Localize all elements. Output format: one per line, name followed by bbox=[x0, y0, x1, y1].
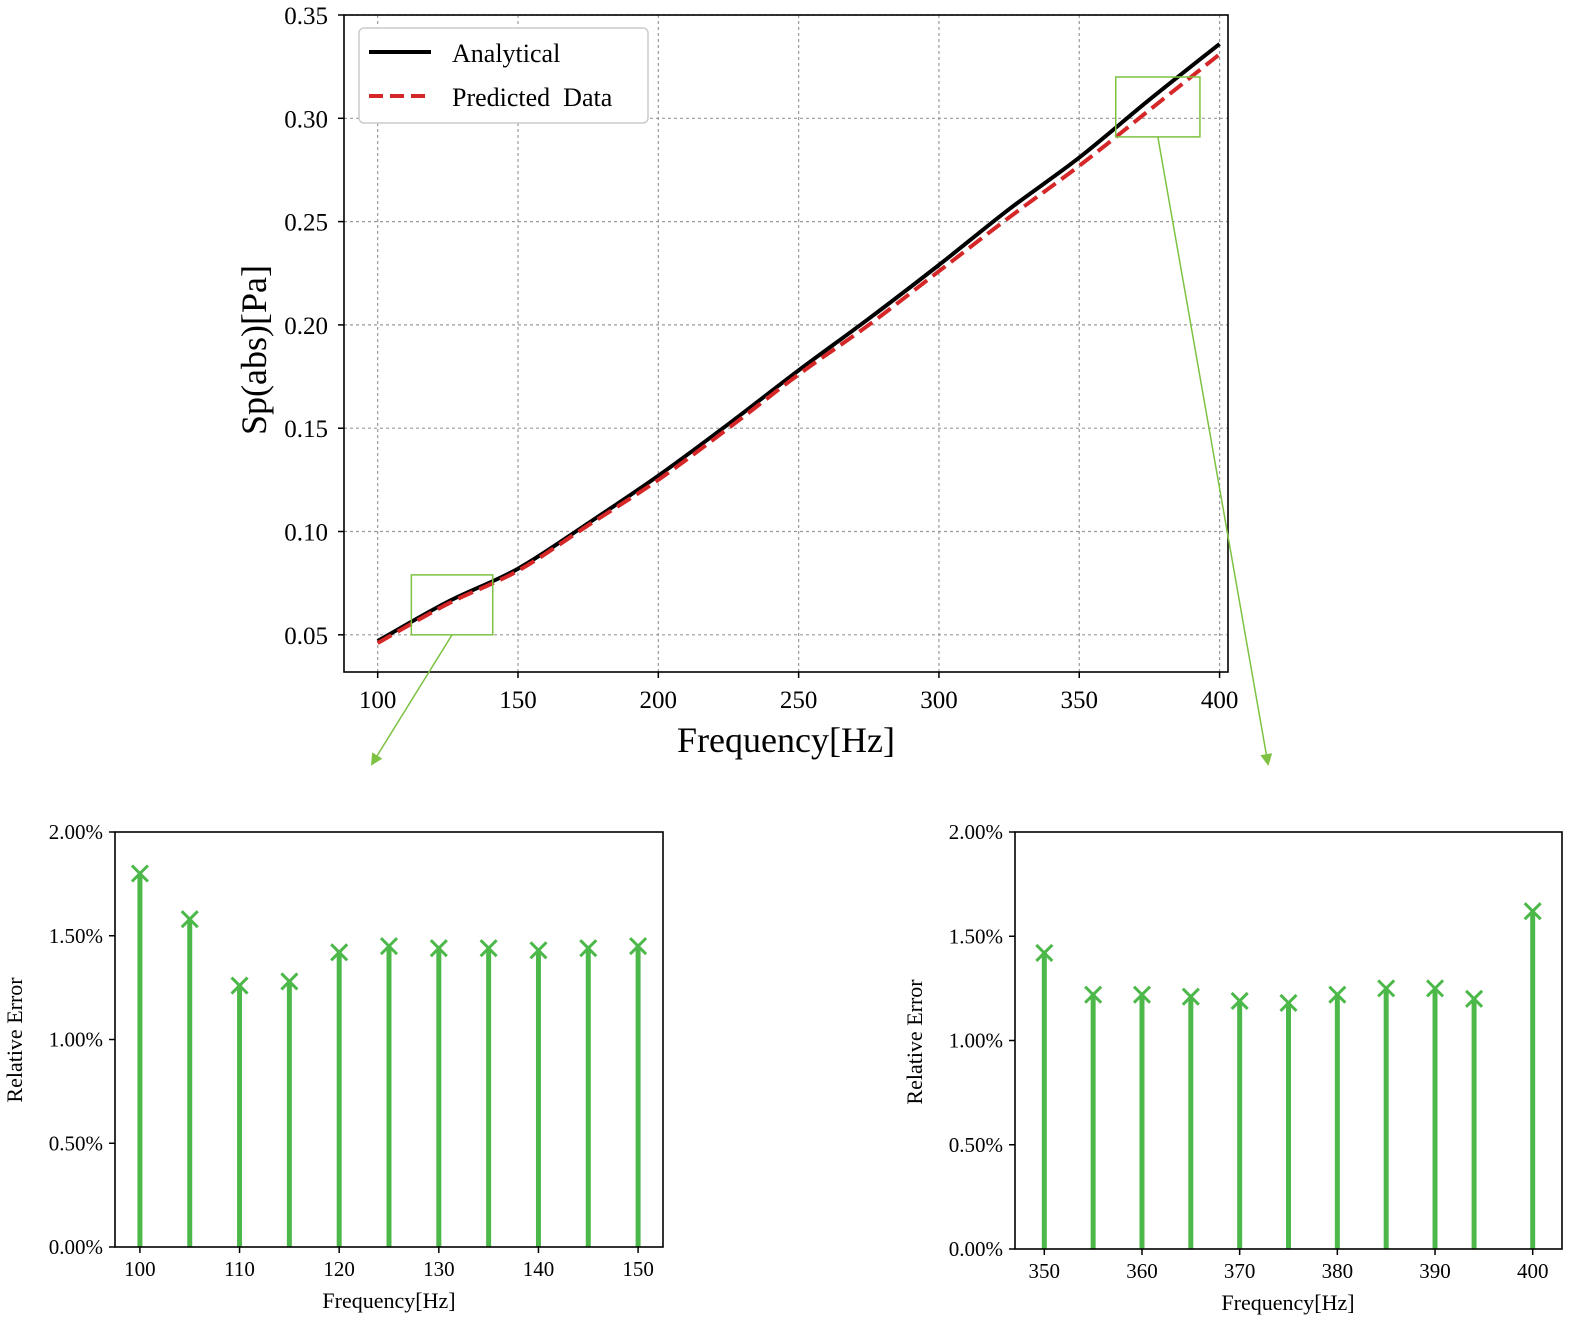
main-x-axis-label: Frequency[Hz] bbox=[677, 720, 895, 760]
left-stem-marker bbox=[629, 937, 648, 956]
left-x-tick-label: 150 bbox=[622, 1257, 654, 1281]
zoom-box-low-frequency bbox=[410, 574, 494, 636]
left-y-tick-label: 2.00% bbox=[49, 820, 103, 844]
right-x-tick-label: 360 bbox=[1126, 1259, 1158, 1283]
main-y-tick-label: 0.20 bbox=[284, 313, 328, 340]
main-x-tick-labels: 100 150 200 250 300 350 400 bbox=[359, 687, 1238, 714]
left-y-tick-label: 0.00% bbox=[49, 1235, 103, 1259]
left-ticks bbox=[109, 831, 639, 1253]
left-x-tick-label: 120 bbox=[323, 1257, 355, 1281]
main-y-axis-label: Sp(abs)[Pa] bbox=[234, 265, 274, 435]
right-error-stem-chart: 0.00% 0.50% 1.00% 1.50% 2.00% 350 360 37… bbox=[902, 820, 1563, 1315]
main-x-tick-label: 300 bbox=[920, 687, 958, 714]
zoom-arrow-right bbox=[1157, 136, 1273, 766]
right-stem-marker bbox=[1377, 979, 1396, 998]
left-y-axis-label: Relative Error bbox=[2, 977, 27, 1103]
left-y-tick-label: 1.00% bbox=[49, 1028, 103, 1052]
left-stem-marker bbox=[379, 937, 399, 956]
right-x-axis-label: Frequency[Hz] bbox=[1221, 1290, 1354, 1315]
legend-predicted-label: Predicted Data bbox=[452, 83, 613, 112]
right-y-tick-label: 0.00% bbox=[949, 1237, 1003, 1261]
right-stem-marker bbox=[1132, 985, 1152, 1004]
left-x-tick-label: 140 bbox=[523, 1257, 555, 1281]
predicted-data-line bbox=[376, 52, 1221, 645]
right-stem-marker bbox=[1279, 993, 1298, 1013]
main-y-tick-label: 0.15 bbox=[284, 416, 328, 443]
main-y-tick-label: 0.30 bbox=[284, 106, 328, 133]
right-y-tick-label: 1.00% bbox=[949, 1029, 1003, 1053]
right-stem-marker bbox=[1328, 985, 1347, 1004]
left-stem-marker bbox=[180, 910, 199, 929]
left-y-tick-label: 0.50% bbox=[49, 1131, 103, 1155]
main-plot-frame bbox=[343, 14, 1229, 673]
right-stem-marker bbox=[1465, 989, 1484, 1008]
left-stem-marker bbox=[429, 939, 448, 958]
left-x-tick-label: 110 bbox=[224, 1257, 255, 1281]
right-ticks bbox=[1009, 831, 1534, 1255]
right-x-tick-label: 400 bbox=[1517, 1259, 1549, 1283]
right-y-tick-label: 2.00% bbox=[949, 820, 1003, 844]
main-series-lines bbox=[376, 42, 1221, 645]
left-y-tick-label: 1.50% bbox=[49, 924, 103, 948]
right-y-tick-label: 1.50% bbox=[949, 924, 1003, 948]
main-line-chart: 0.05 0.10 0.15 0.20 0.25 0.30 0.35 100 1… bbox=[234, 3, 1238, 760]
right-x-tick-labels: 350 360 370 380 390 400 bbox=[1029, 1259, 1549, 1283]
right-y-axis-label: Relative Error bbox=[902, 979, 927, 1105]
legend: Analytical Predicted Data bbox=[358, 27, 649, 124]
left-error-stem-chart: 0.00% 0.50% 1.00% 1.50% 2.00% 100 110 12… bbox=[2, 820, 664, 1313]
right-stem-marker bbox=[1425, 979, 1445, 998]
main-x-tick-label: 400 bbox=[1201, 687, 1239, 714]
main-y-tick-label: 0.10 bbox=[284, 520, 328, 547]
left-stem-marker bbox=[280, 972, 299, 991]
main-x-tick-label: 150 bbox=[499, 687, 537, 714]
main-y-tick-label: 0.25 bbox=[284, 210, 328, 237]
right-y-tick-label: 0.50% bbox=[949, 1133, 1003, 1157]
left-stem-marker bbox=[230, 976, 249, 995]
main-grid bbox=[344, 14, 1228, 672]
left-stem-marker bbox=[529, 941, 548, 960]
left-x-tick-label: 100 bbox=[124, 1257, 156, 1281]
left-stem-marker bbox=[579, 939, 598, 958]
left-y-tick-labels: 0.00% 0.50% 1.00% 1.50% 2.00% bbox=[49, 820, 103, 1259]
right-x-tick-label: 390 bbox=[1419, 1259, 1451, 1283]
main-x-tick-label: 350 bbox=[1061, 687, 1099, 714]
right-stem-marker bbox=[1084, 985, 1103, 1004]
right-y-tick-labels: 0.00% 0.50% 1.00% 1.50% 2.00% bbox=[949, 820, 1003, 1261]
left-x-tick-label: 130 bbox=[423, 1257, 455, 1281]
right-x-tick-label: 380 bbox=[1322, 1259, 1354, 1283]
main-ticks bbox=[338, 14, 1221, 678]
right-x-tick-label: 350 bbox=[1029, 1259, 1061, 1283]
right-stem-marker bbox=[1035, 943, 1054, 962]
zoom-arrow-left bbox=[370, 634, 453, 766]
left-x-axis-label: Frequency[Hz] bbox=[322, 1288, 455, 1313]
left-stem-marker bbox=[479, 939, 498, 958]
legend-box bbox=[358, 27, 649, 124]
zoom-box-high-frequency bbox=[1114, 76, 1201, 138]
legend-analytical-label: Analytical bbox=[452, 39, 560, 68]
right-stem-marker bbox=[1181, 987, 1200, 1006]
right-stem-marker bbox=[1230, 991, 1249, 1010]
right-x-tick-label: 370 bbox=[1224, 1259, 1256, 1283]
left-x-tick-labels: 100 110 120 130 140 150 bbox=[124, 1257, 654, 1281]
main-y-tick-label: 0.05 bbox=[284, 623, 328, 650]
left-stem-marker bbox=[330, 943, 349, 962]
main-x-tick-label: 250 bbox=[780, 687, 818, 714]
main-y-tick-label: 0.35 bbox=[284, 3, 328, 30]
main-y-tick-labels: 0.05 0.10 0.15 0.20 0.25 0.30 0.35 bbox=[284, 3, 328, 650]
main-x-tick-label: 100 bbox=[359, 687, 397, 714]
right-stems bbox=[1035, 902, 1542, 1249]
left-stems bbox=[130, 864, 648, 1247]
left-stem-marker bbox=[130, 864, 149, 883]
right-stem-marker bbox=[1523, 902, 1542, 921]
main-x-tick-label: 200 bbox=[640, 687, 678, 714]
